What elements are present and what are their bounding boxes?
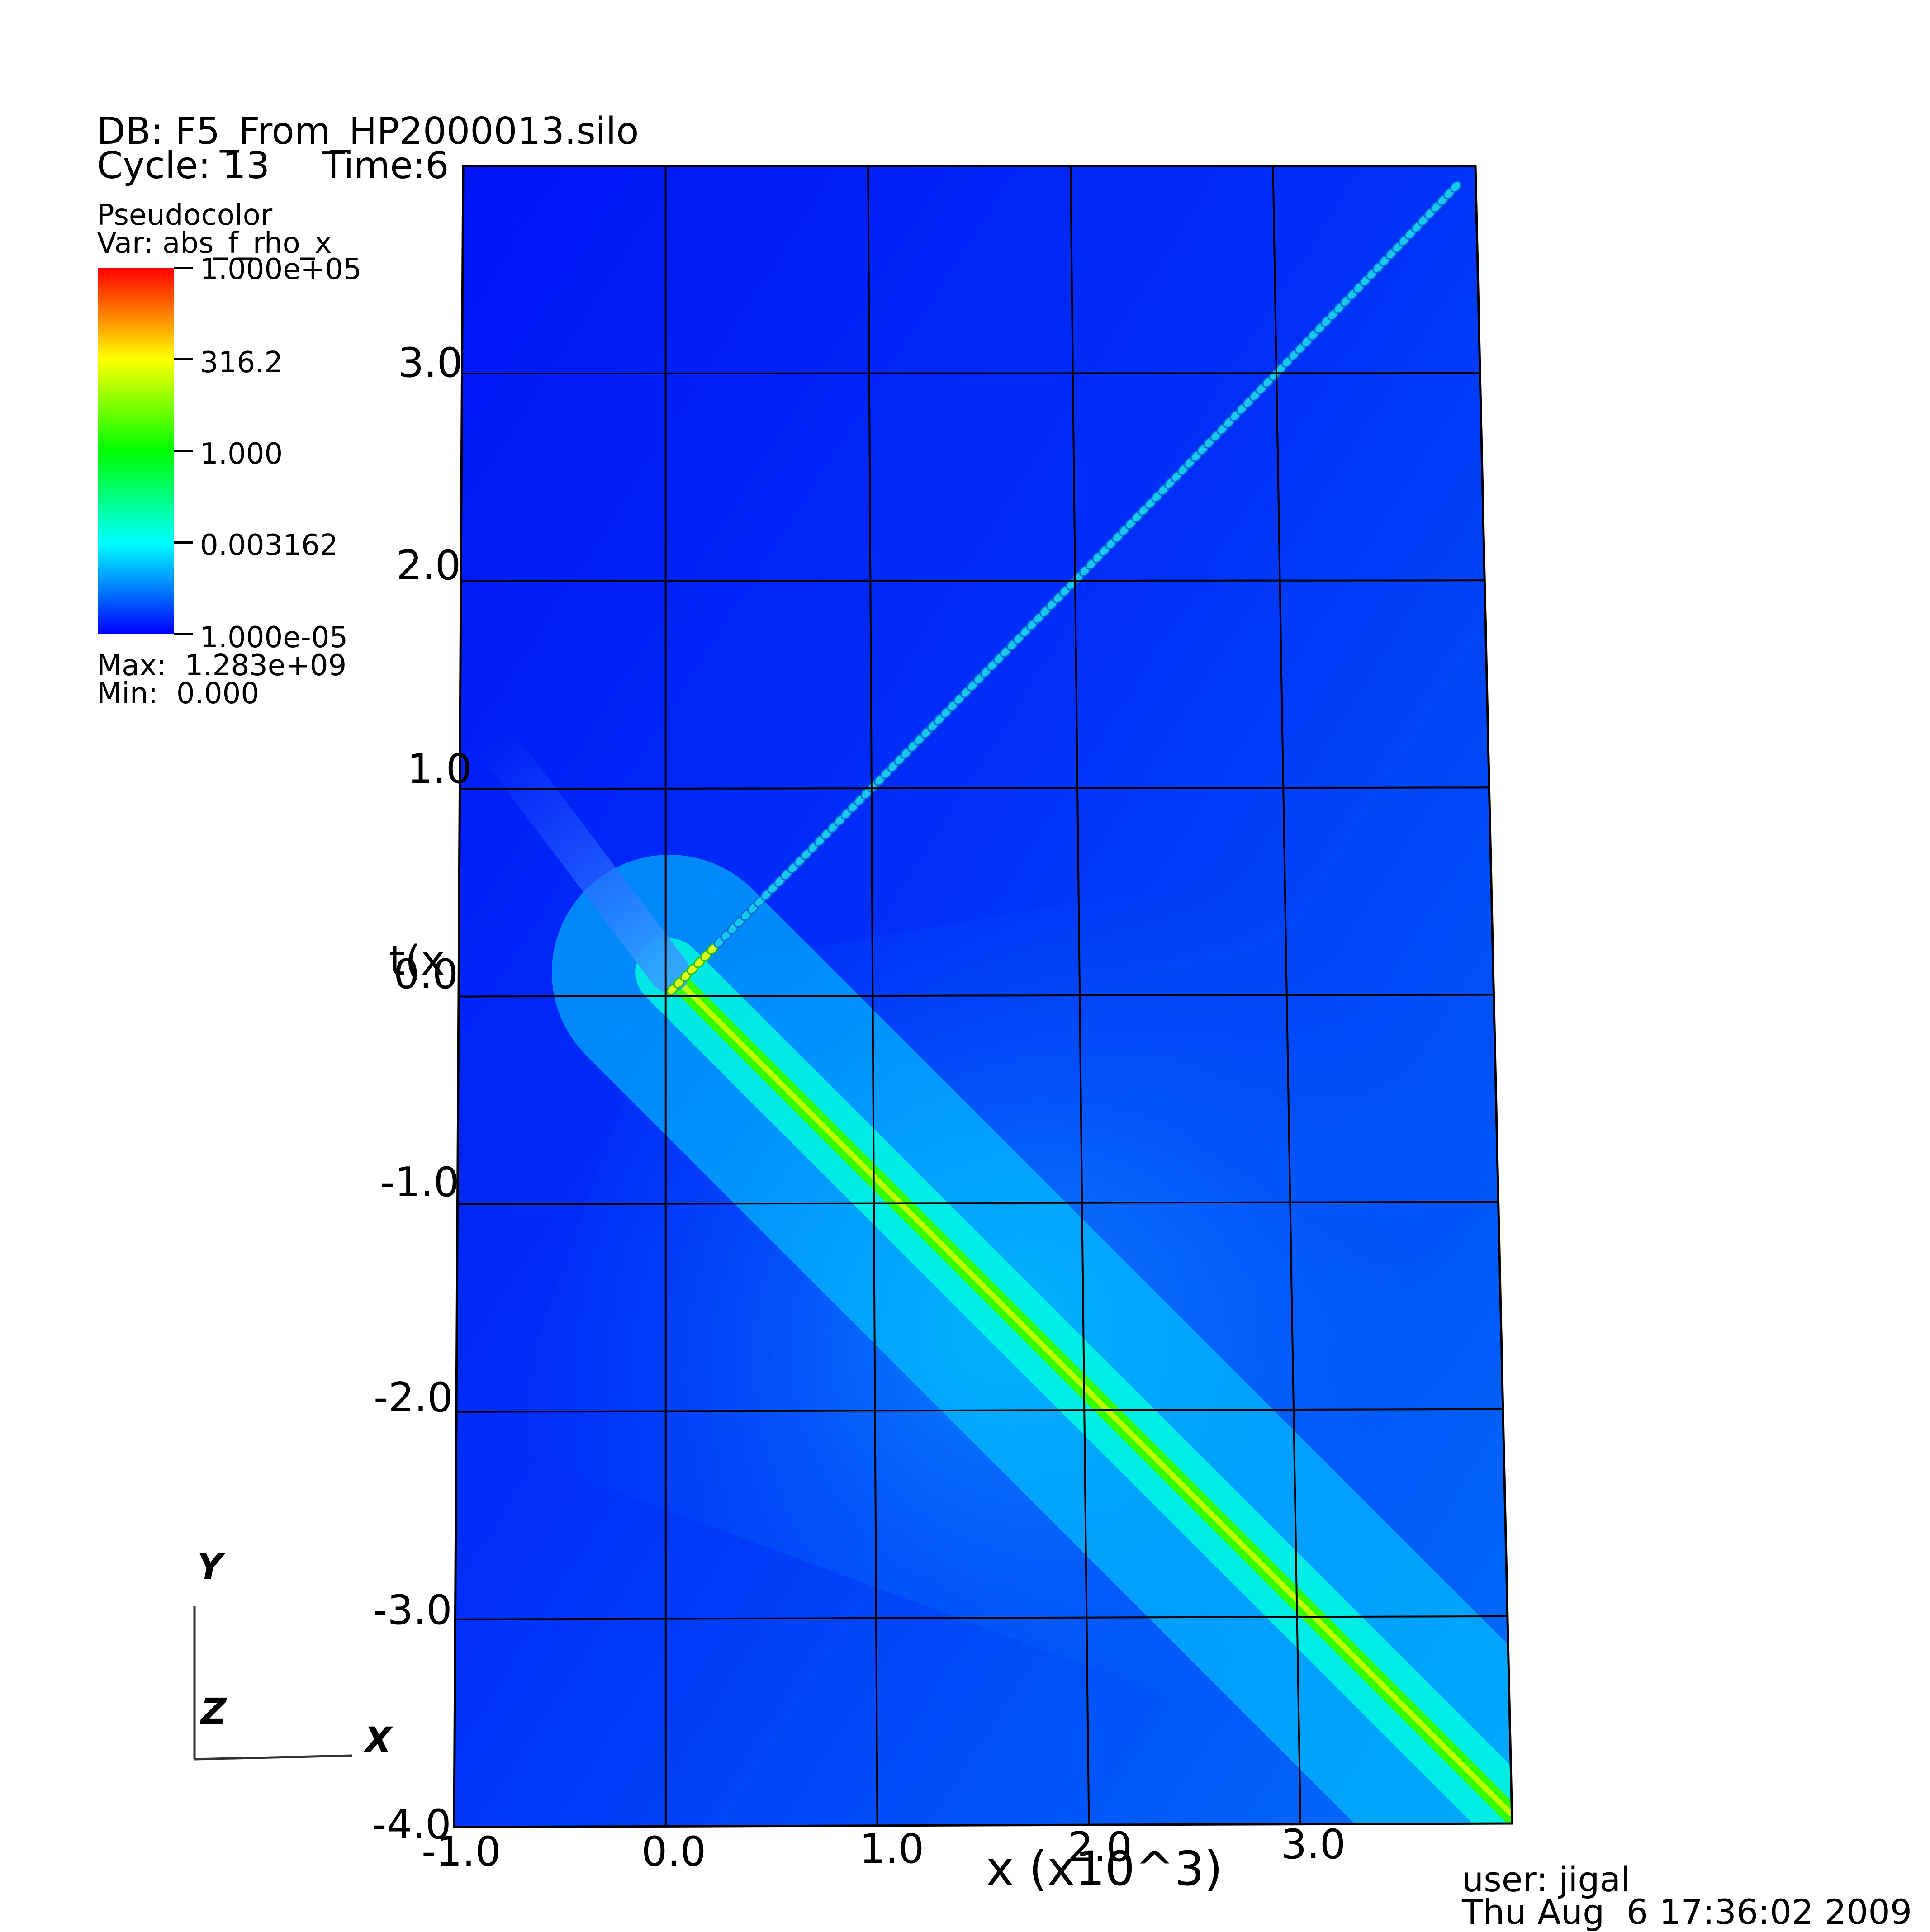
triad-x-label: X [365,1723,392,1758]
cb-tick-label-2: 1.000 [200,440,283,469]
cb-tick-label-4: 1.000e-05 [200,623,348,652]
x-tick-label: 0.0 [641,1832,706,1872]
legend-plot-type: Pseudocolor [97,201,272,230]
cb-tick-mark-0 [174,267,193,269]
cb-tick-label-3: 0.003162 [200,531,338,560]
cycle-label: Cycle: 13 [97,147,270,185]
x-tick-label: 3.0 [1281,1824,1346,1865]
triad-z-label: Z [201,1694,227,1729]
y-tick-label: -1.0 [380,1162,460,1203]
y-tick-label: 1.0 [407,749,472,790]
legend-min: Min: 0.000 [97,679,259,708]
cb-tick-mark-2 [174,450,193,452]
y-tick-label: -3.0 [373,1590,452,1631]
y-axis-label: t(x [389,941,445,981]
cb-tick-mark-4 [174,633,193,635]
triad-y-label: Y [197,1549,223,1585]
cb-tick-mark-3 [174,541,193,544]
cb-tick-label-1: 316.2 [200,348,283,377]
grid-line-horizontal [462,373,1480,374]
x-tick-label: 1.0 [859,1829,924,1870]
grid-line-horizontal [461,580,1484,581]
y-tick-label: 3.0 [398,343,463,384]
y-tick-label: -2.0 [374,1378,453,1418]
time-label: Time:6 [322,147,449,185]
date-label: Thu Aug 6 17:36:02 2009 [1462,1895,1912,1929]
x-tick-label: -1.0 [422,1832,501,1872]
x-axis-label: x (x10^3) [986,1845,1223,1892]
cb-tick-mark-1 [174,358,193,360]
triad-x-axis [194,1756,352,1759]
y-tick-label: 2.0 [396,545,461,586]
legend-max: Max: 1.283e+09 [97,651,346,680]
colorbar [98,268,174,634]
cb-tick-label-0: 1.000e+05 [200,255,362,284]
